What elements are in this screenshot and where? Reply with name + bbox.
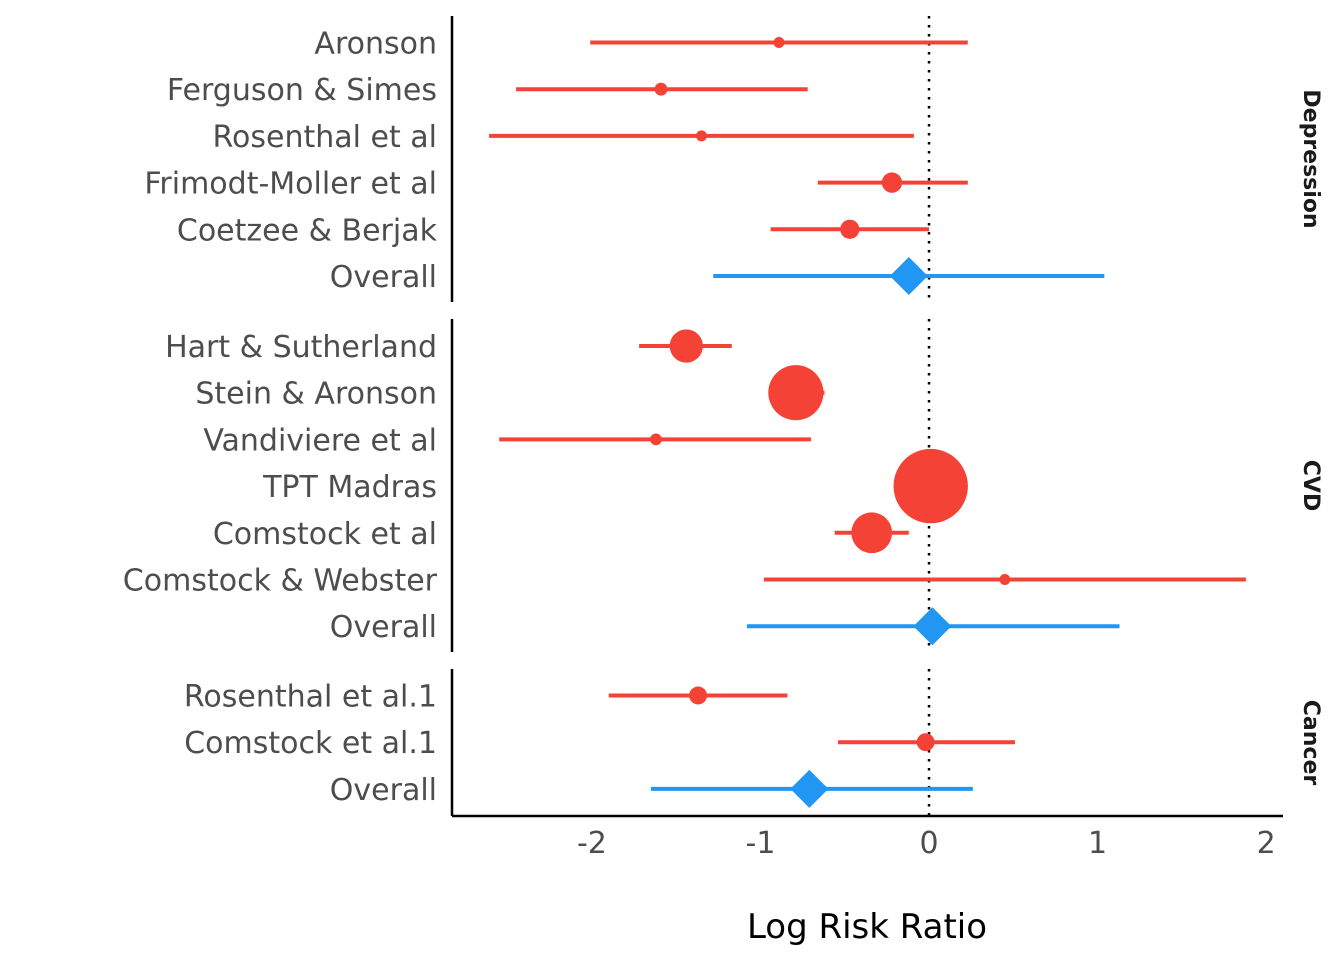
panel-strip-label: Depression [1298,89,1323,228]
row-label: Overall [330,260,437,295]
x-axis-title: Log Risk Ratio [747,907,987,947]
row-label: Overall [330,773,437,808]
point-estimate [893,448,968,524]
row-label: Frimodt-Moller et al [144,167,437,202]
point-estimate [669,329,703,363]
row-label: Ferguson & Simes [167,73,437,108]
panel-cancer: Cancer Rosenthal et al.1 Comstock et al.1 O… [184,669,1323,816]
x-tick-label: 2 [1257,826,1276,861]
row-label: Comstock & Webster [123,564,438,599]
overall-diamond [913,607,952,646]
panel-depression: Depression Aronson Ferguson & Simes Rosenth… [144,16,1323,302]
x-tick-label: 0 [919,826,938,861]
panel-strip-label: CVD [1298,460,1323,511]
row-label: Comstock et al.1 [184,726,437,761]
point-estimate [999,574,1011,585]
row-label: Comstock et al [213,517,437,552]
panels: Depression Aronson Ferguson & Simes Rosenth… [123,16,1323,816]
point-estimate [916,733,935,752]
point-estimate [773,37,785,48]
panel-strip-label: Cancer [1298,700,1323,786]
point-estimate [768,365,824,421]
row-label: Vandiviere et al [203,423,437,458]
point-estimate [695,130,707,142]
row-label: Hart & Sutherland [165,330,437,365]
row-label: TPT Madras [262,470,437,505]
point-estimate [689,686,708,705]
x-axis: -2 -1 0 1 2 [452,814,1283,861]
x-tick-label: 1 [1088,826,1107,861]
point-estimate [650,433,662,446]
overall-diamond [790,769,829,808]
row-label: Rosenthal et al.1 [184,680,437,715]
point-estimate [851,512,893,554]
row-label: Aronson [314,27,437,62]
x-tick-label: -1 [746,826,776,861]
point-estimate [654,82,668,96]
overall-diamond [889,257,928,295]
row-label: Overall [330,610,437,645]
row-label: Rosenthal et al [213,120,437,155]
row-label: Stein & Aronson [195,377,437,412]
row-label: Coetzee & Berjak [177,213,438,248]
point-estimate [840,219,860,239]
x-tick-label: -2 [577,826,607,861]
point-estimate [881,172,903,193]
panel-cvd: CVD Hart & Sutherland Stein & Aronson Vandi… [123,319,1323,652]
